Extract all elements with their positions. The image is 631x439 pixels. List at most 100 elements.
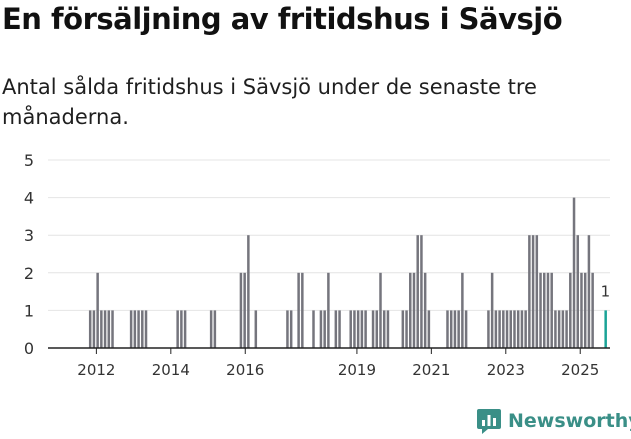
bar <box>457 310 460 348</box>
bar <box>319 310 323 348</box>
bar <box>375 310 379 348</box>
bar <box>133 310 137 348</box>
x-tick-label: 2025 <box>561 361 599 379</box>
bar <box>461 272 464 348</box>
data-label-latest: 1 <box>601 282 611 300</box>
bar <box>254 310 258 348</box>
bar <box>412 272 416 348</box>
bar <box>490 272 494 348</box>
bar <box>338 310 341 348</box>
bar <box>494 310 498 348</box>
bar <box>360 310 364 348</box>
bar <box>382 310 386 348</box>
bar <box>103 310 107 348</box>
bar <box>92 310 96 348</box>
bar <box>289 310 293 348</box>
bar <box>183 310 187 348</box>
bar <box>502 310 505 348</box>
bar <box>111 310 114 348</box>
y-tick-label: 4 <box>24 189 34 208</box>
bar <box>546 272 550 348</box>
bar <box>371 310 375 348</box>
bar <box>129 310 133 348</box>
bar <box>505 310 509 348</box>
bar <box>386 310 390 348</box>
bar <box>137 310 140 348</box>
bar <box>353 310 356 348</box>
bar-chart: 0 1 2 3 4 5 1 2012 2014 2016 2019 2021 2023 2025 <box>24 151 611 379</box>
page-subtitle: Antal sålda fritidshus i Sävsjö under de… <box>2 75 537 129</box>
bar <box>379 272 382 348</box>
bar <box>409 272 412 348</box>
bar <box>516 310 520 348</box>
y-tick-label: 2 <box>24 264 34 283</box>
bar <box>591 272 594 348</box>
bar <box>420 235 423 348</box>
bar <box>513 310 516 348</box>
bar <box>561 310 565 348</box>
x-tick-label: 2021 <box>412 361 450 379</box>
bar <box>243 272 246 348</box>
bar <box>323 310 326 348</box>
brand-logo: Newsworthy <box>476 407 631 435</box>
bar <box>96 272 99 348</box>
bar <box>557 310 561 348</box>
y-tick-label: 1 <box>24 301 34 320</box>
bar <box>312 310 315 348</box>
bar <box>498 310 501 348</box>
x-tick-label: 2019 <box>338 361 376 379</box>
bar <box>535 235 539 348</box>
x-tick-label: 2016 <box>226 361 264 379</box>
bar <box>453 310 457 348</box>
y-tick-label: 3 <box>24 226 34 245</box>
bar <box>543 272 546 348</box>
bar <box>176 310 179 348</box>
bar <box>572 197 576 348</box>
bar <box>464 310 468 348</box>
bar <box>446 310 449 348</box>
bar-latest <box>604 310 607 348</box>
bar <box>213 310 217 348</box>
bar <box>520 310 524 348</box>
bar <box>509 310 513 348</box>
page-title: En försäljning av fritidshus i Sävsjö <box>2 2 563 36</box>
bar <box>528 235 531 348</box>
bar <box>405 310 408 348</box>
bar <box>427 310 431 348</box>
bar <box>423 272 427 348</box>
bar <box>550 272 553 348</box>
bar <box>239 272 243 348</box>
bar <box>569 272 572 348</box>
bar <box>565 310 568 348</box>
bar <box>144 310 148 348</box>
x-tick-label: 2023 <box>487 361 525 379</box>
brand-name: Newsworthy <box>508 410 631 432</box>
y-tick-label: 5 <box>24 151 34 170</box>
y-tick-label: 0 <box>24 339 34 358</box>
bar <box>449 310 453 348</box>
bar <box>247 235 250 348</box>
bar <box>349 310 352 348</box>
bar <box>401 310 405 348</box>
bar <box>539 272 542 348</box>
newsworthy-chart-icon <box>477 409 501 434</box>
bar <box>580 272 583 348</box>
bar <box>587 235 591 348</box>
bar <box>364 310 367 348</box>
bar <box>416 235 419 348</box>
bar <box>301 272 304 348</box>
bar <box>524 310 527 348</box>
bar <box>180 310 183 348</box>
x-tick-label: 2014 <box>152 361 190 379</box>
bar <box>100 310 103 348</box>
bar <box>107 310 111 348</box>
bar <box>286 310 289 348</box>
bar <box>356 310 360 348</box>
x-tick-label: 2012 <box>77 361 115 379</box>
bar <box>88 310 92 348</box>
bar <box>141 310 144 348</box>
bar <box>327 272 330 348</box>
bar <box>487 310 490 348</box>
bar <box>209 310 213 348</box>
bar <box>297 272 300 348</box>
